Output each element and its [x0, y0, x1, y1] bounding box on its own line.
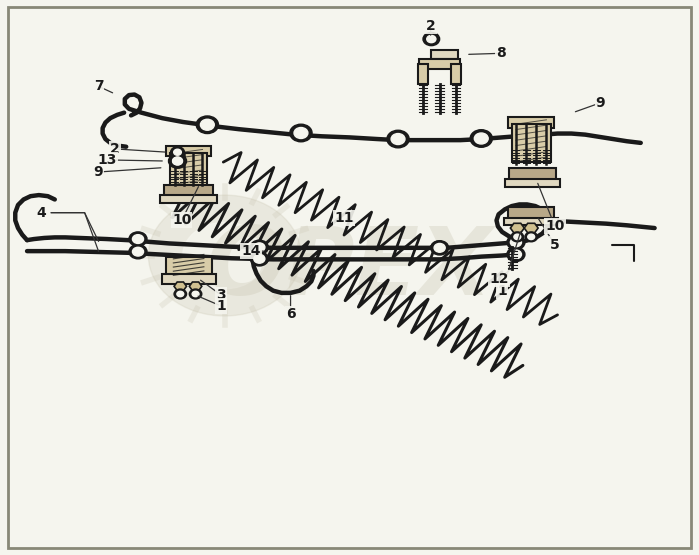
- Circle shape: [132, 235, 143, 244]
- Polygon shape: [510, 223, 524, 233]
- Circle shape: [129, 245, 147, 259]
- Bar: [166, 146, 211, 156]
- Bar: [505, 179, 561, 187]
- Circle shape: [201, 119, 215, 130]
- Circle shape: [423, 32, 440, 46]
- Text: 13: 13: [97, 153, 117, 167]
- Circle shape: [174, 149, 181, 155]
- Circle shape: [528, 234, 535, 240]
- Circle shape: [525, 232, 538, 242]
- Circle shape: [132, 248, 143, 256]
- Circle shape: [434, 244, 445, 252]
- Bar: [509, 168, 556, 180]
- Text: 1: 1: [216, 299, 226, 313]
- Circle shape: [510, 250, 521, 259]
- Bar: [504, 218, 559, 225]
- Circle shape: [290, 124, 312, 142]
- Circle shape: [192, 291, 199, 297]
- Text: OPEX: OPEX: [206, 223, 493, 315]
- Circle shape: [511, 232, 524, 242]
- Circle shape: [431, 241, 449, 255]
- Circle shape: [250, 251, 268, 266]
- Circle shape: [254, 243, 265, 251]
- Bar: [418, 64, 428, 84]
- Text: 7: 7: [94, 79, 103, 93]
- Bar: [160, 195, 217, 203]
- Text: 5: 5: [550, 238, 560, 251]
- Text: 10: 10: [545, 219, 565, 233]
- Circle shape: [177, 291, 184, 297]
- Circle shape: [514, 234, 521, 240]
- Circle shape: [189, 289, 202, 299]
- Text: 2: 2: [426, 19, 435, 33]
- Text: 4: 4: [36, 206, 46, 220]
- Circle shape: [171, 147, 185, 158]
- Circle shape: [294, 128, 308, 139]
- Bar: [452, 64, 461, 84]
- Circle shape: [470, 130, 492, 147]
- Circle shape: [173, 157, 182, 165]
- Circle shape: [507, 248, 525, 261]
- Text: 8: 8: [496, 46, 505, 60]
- Text: 9: 9: [596, 96, 605, 110]
- Bar: [431, 50, 458, 59]
- Text: 2: 2: [110, 142, 120, 156]
- Bar: [170, 153, 208, 185]
- Bar: [508, 117, 554, 128]
- Text: 9: 9: [94, 165, 103, 179]
- Circle shape: [427, 36, 436, 43]
- Polygon shape: [174, 282, 187, 291]
- Circle shape: [148, 195, 301, 316]
- Text: 3: 3: [217, 288, 226, 302]
- Text: 10: 10: [172, 213, 192, 228]
- Bar: [161, 274, 216, 284]
- Circle shape: [174, 289, 187, 299]
- Circle shape: [387, 130, 409, 148]
- Circle shape: [173, 157, 182, 165]
- Polygon shape: [189, 282, 202, 291]
- Circle shape: [196, 116, 219, 134]
- Text: 6: 6: [286, 307, 296, 321]
- Text: 14: 14: [241, 244, 261, 258]
- Bar: [508, 206, 554, 219]
- Circle shape: [510, 238, 521, 247]
- Polygon shape: [524, 223, 538, 233]
- Circle shape: [254, 254, 265, 263]
- Circle shape: [182, 223, 266, 289]
- Circle shape: [475, 133, 488, 144]
- Circle shape: [168, 154, 187, 168]
- Bar: [512, 124, 551, 162]
- Circle shape: [129, 232, 147, 246]
- Circle shape: [507, 235, 525, 250]
- Circle shape: [250, 240, 268, 254]
- Bar: [419, 59, 461, 69]
- Text: 12: 12: [489, 271, 509, 286]
- Text: 1: 1: [497, 284, 507, 297]
- Text: 11: 11: [334, 211, 354, 225]
- Bar: [166, 256, 212, 279]
- Bar: [164, 185, 213, 196]
- Circle shape: [391, 134, 405, 144]
